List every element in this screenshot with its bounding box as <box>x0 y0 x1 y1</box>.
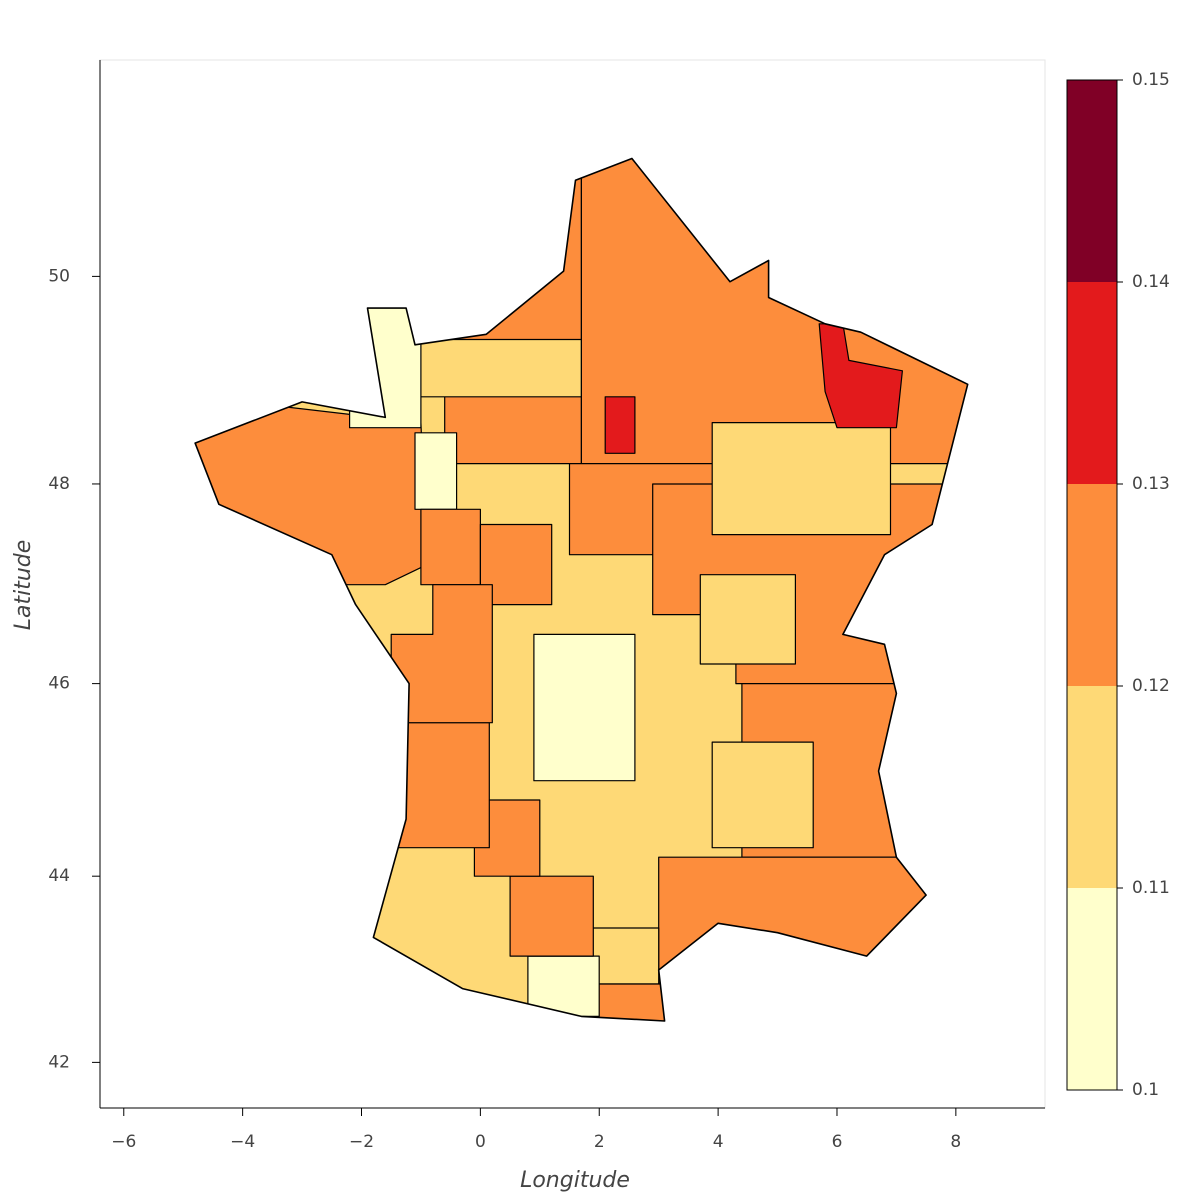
region <box>414 432 458 510</box>
x-axis-label: Longitude <box>520 1168 630 1193</box>
x-tick-label: 2 <box>594 1132 605 1152</box>
region <box>390 722 490 849</box>
country-outline <box>194 157 969 1022</box>
colorbar-bin <box>1067 686 1117 888</box>
x-tick-label: −6 <box>111 1132 136 1152</box>
x-tick-label: −4 <box>230 1132 255 1152</box>
y-tick-label: 42 <box>48 1052 70 1072</box>
x-tick-label: −2 <box>349 1132 374 1152</box>
region <box>390 584 493 724</box>
region <box>509 875 594 957</box>
colorbar-bin <box>1067 282 1117 484</box>
colorbar-tick-label: 0.1 <box>1132 1080 1159 1100</box>
region <box>533 633 636 782</box>
y-axis-label: Latitude <box>11 540 36 631</box>
colorbar-tick-label: 0.15 <box>1132 70 1170 90</box>
x-tick-label: 8 <box>950 1132 961 1152</box>
y-tick-label: 48 <box>48 474 70 494</box>
regions <box>195 158 968 1021</box>
colorbar-tick-label: 0.14 <box>1132 272 1170 292</box>
x-tick-label: 4 <box>713 1132 724 1152</box>
region <box>699 574 796 665</box>
region <box>479 523 553 606</box>
y-tick-label: 50 <box>48 266 70 286</box>
colorbar-tick-label: 0.11 <box>1132 878 1170 898</box>
x-tick-label: 6 <box>832 1132 843 1152</box>
colorbar-bin <box>1067 484 1117 686</box>
region <box>420 508 481 586</box>
colorbar-frame <box>1066 79 1118 1091</box>
region <box>658 856 957 1021</box>
y-tick-label: 44 <box>48 866 70 886</box>
region <box>818 323 903 429</box>
region <box>349 275 422 429</box>
colorbar-tick-label: 0.13 <box>1132 474 1170 494</box>
region <box>444 158 582 465</box>
colorbar-bin <box>1067 80 1117 282</box>
x-tick-label: 0 <box>475 1132 486 1152</box>
region <box>604 396 636 454</box>
region <box>414 338 582 398</box>
region <box>711 422 892 536</box>
colorbar-bin <box>1067 888 1117 1090</box>
region <box>527 955 600 1017</box>
y-tick-label: 46 <box>48 674 70 694</box>
region <box>711 741 814 849</box>
colorbar-tick-label: 0.12 <box>1132 676 1170 696</box>
region <box>580 158 968 465</box>
